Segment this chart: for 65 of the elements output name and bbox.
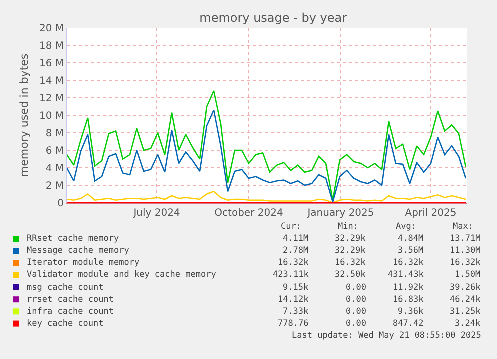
text: 2.78M	[283, 246, 309, 256]
text: 9.15k	[283, 283, 309, 293]
x-tick-label: April 2025	[405, 208, 457, 219]
line-series	[67, 110, 467, 203]
legend-label: RRset cache memory	[27, 234, 120, 244]
text: 778.76	[278, 319, 309, 329]
text: 32.29k	[335, 234, 366, 244]
text: 16.32k	[393, 258, 424, 268]
text: 46.24k	[450, 295, 481, 305]
text: 3.56M	[398, 246, 424, 256]
legend-label: key cache count	[27, 319, 104, 329]
y-tick-label: 0	[58, 198, 64, 210]
text: 39.26k	[450, 283, 481, 293]
y-tick-label: 14 M	[39, 76, 64, 87]
text: 16.83k	[393, 295, 424, 305]
legend-label: rrset cache count	[27, 295, 114, 305]
chart-title: memory usage - by year	[200, 11, 348, 26]
text: 11.92k	[393, 283, 424, 293]
text: 32.50k	[335, 270, 366, 280]
legend-label: infra cache count	[27, 307, 114, 317]
y-tick-label: 10 M	[39, 111, 64, 122]
text: 9.36k	[398, 307, 424, 317]
line-series	[67, 90, 467, 202]
text: 847.42	[393, 319, 424, 329]
text: 32.29k	[335, 246, 366, 256]
text: 3.24k	[455, 319, 481, 329]
text: 14.12k	[278, 295, 309, 305]
y-tick-label: 4 M	[46, 164, 64, 174]
x-tick-label: October 2024	[214, 208, 284, 219]
x-tick-label: July 2024	[132, 208, 180, 219]
line-series	[67, 190, 467, 203]
text: 1.50M	[455, 270, 481, 280]
text: 4.84M	[398, 234, 424, 244]
y-tick-label: 12 M	[39, 94, 64, 104]
text: 0.00	[346, 307, 366, 317]
text: Max:	[453, 222, 474, 232]
legend-label: msg cache count	[27, 283, 104, 293]
text: 0.00	[346, 319, 366, 329]
text: 423.11k	[273, 270, 309, 280]
text: 0.00	[346, 283, 366, 293]
text: 16.32k	[450, 258, 481, 268]
y-tick-label: 16 M	[39, 58, 64, 70]
text: 431.43k	[388, 270, 424, 280]
y-tick-label: 2 M	[46, 181, 64, 192]
x-tick-label: January 2025	[306, 208, 374, 219]
text: Last update: Wed May 21 08:55:00 2025	[292, 331, 482, 341]
text: 7.33k	[283, 307, 309, 317]
text: Avg:	[396, 222, 416, 232]
text: 16.32k	[278, 258, 309, 268]
text: 16.32k	[335, 258, 366, 268]
y-tick-label: 8 M	[46, 128, 64, 140]
y-tick-label: 6 M	[46, 146, 64, 157]
y-tick-label: 18 M	[39, 41, 64, 52]
y-tick-label: 20 M	[39, 24, 64, 34]
legend-label: Validator module and key cache memory	[27, 270, 216, 280]
text: 31.25k	[450, 307, 481, 317]
legend-label: Iterator module memory	[27, 258, 140, 268]
text: 11.30M	[450, 246, 481, 256]
text: 13.71M	[450, 234, 481, 244]
text: 0.00	[346, 295, 366, 305]
text: Min:	[338, 222, 358, 232]
text: Cur:	[281, 222, 302, 232]
y-axis-title: memory used in bytes	[18, 54, 32, 178]
legend-label: Message cache memory	[27, 246, 130, 256]
text: 4.11M	[283, 234, 309, 244]
